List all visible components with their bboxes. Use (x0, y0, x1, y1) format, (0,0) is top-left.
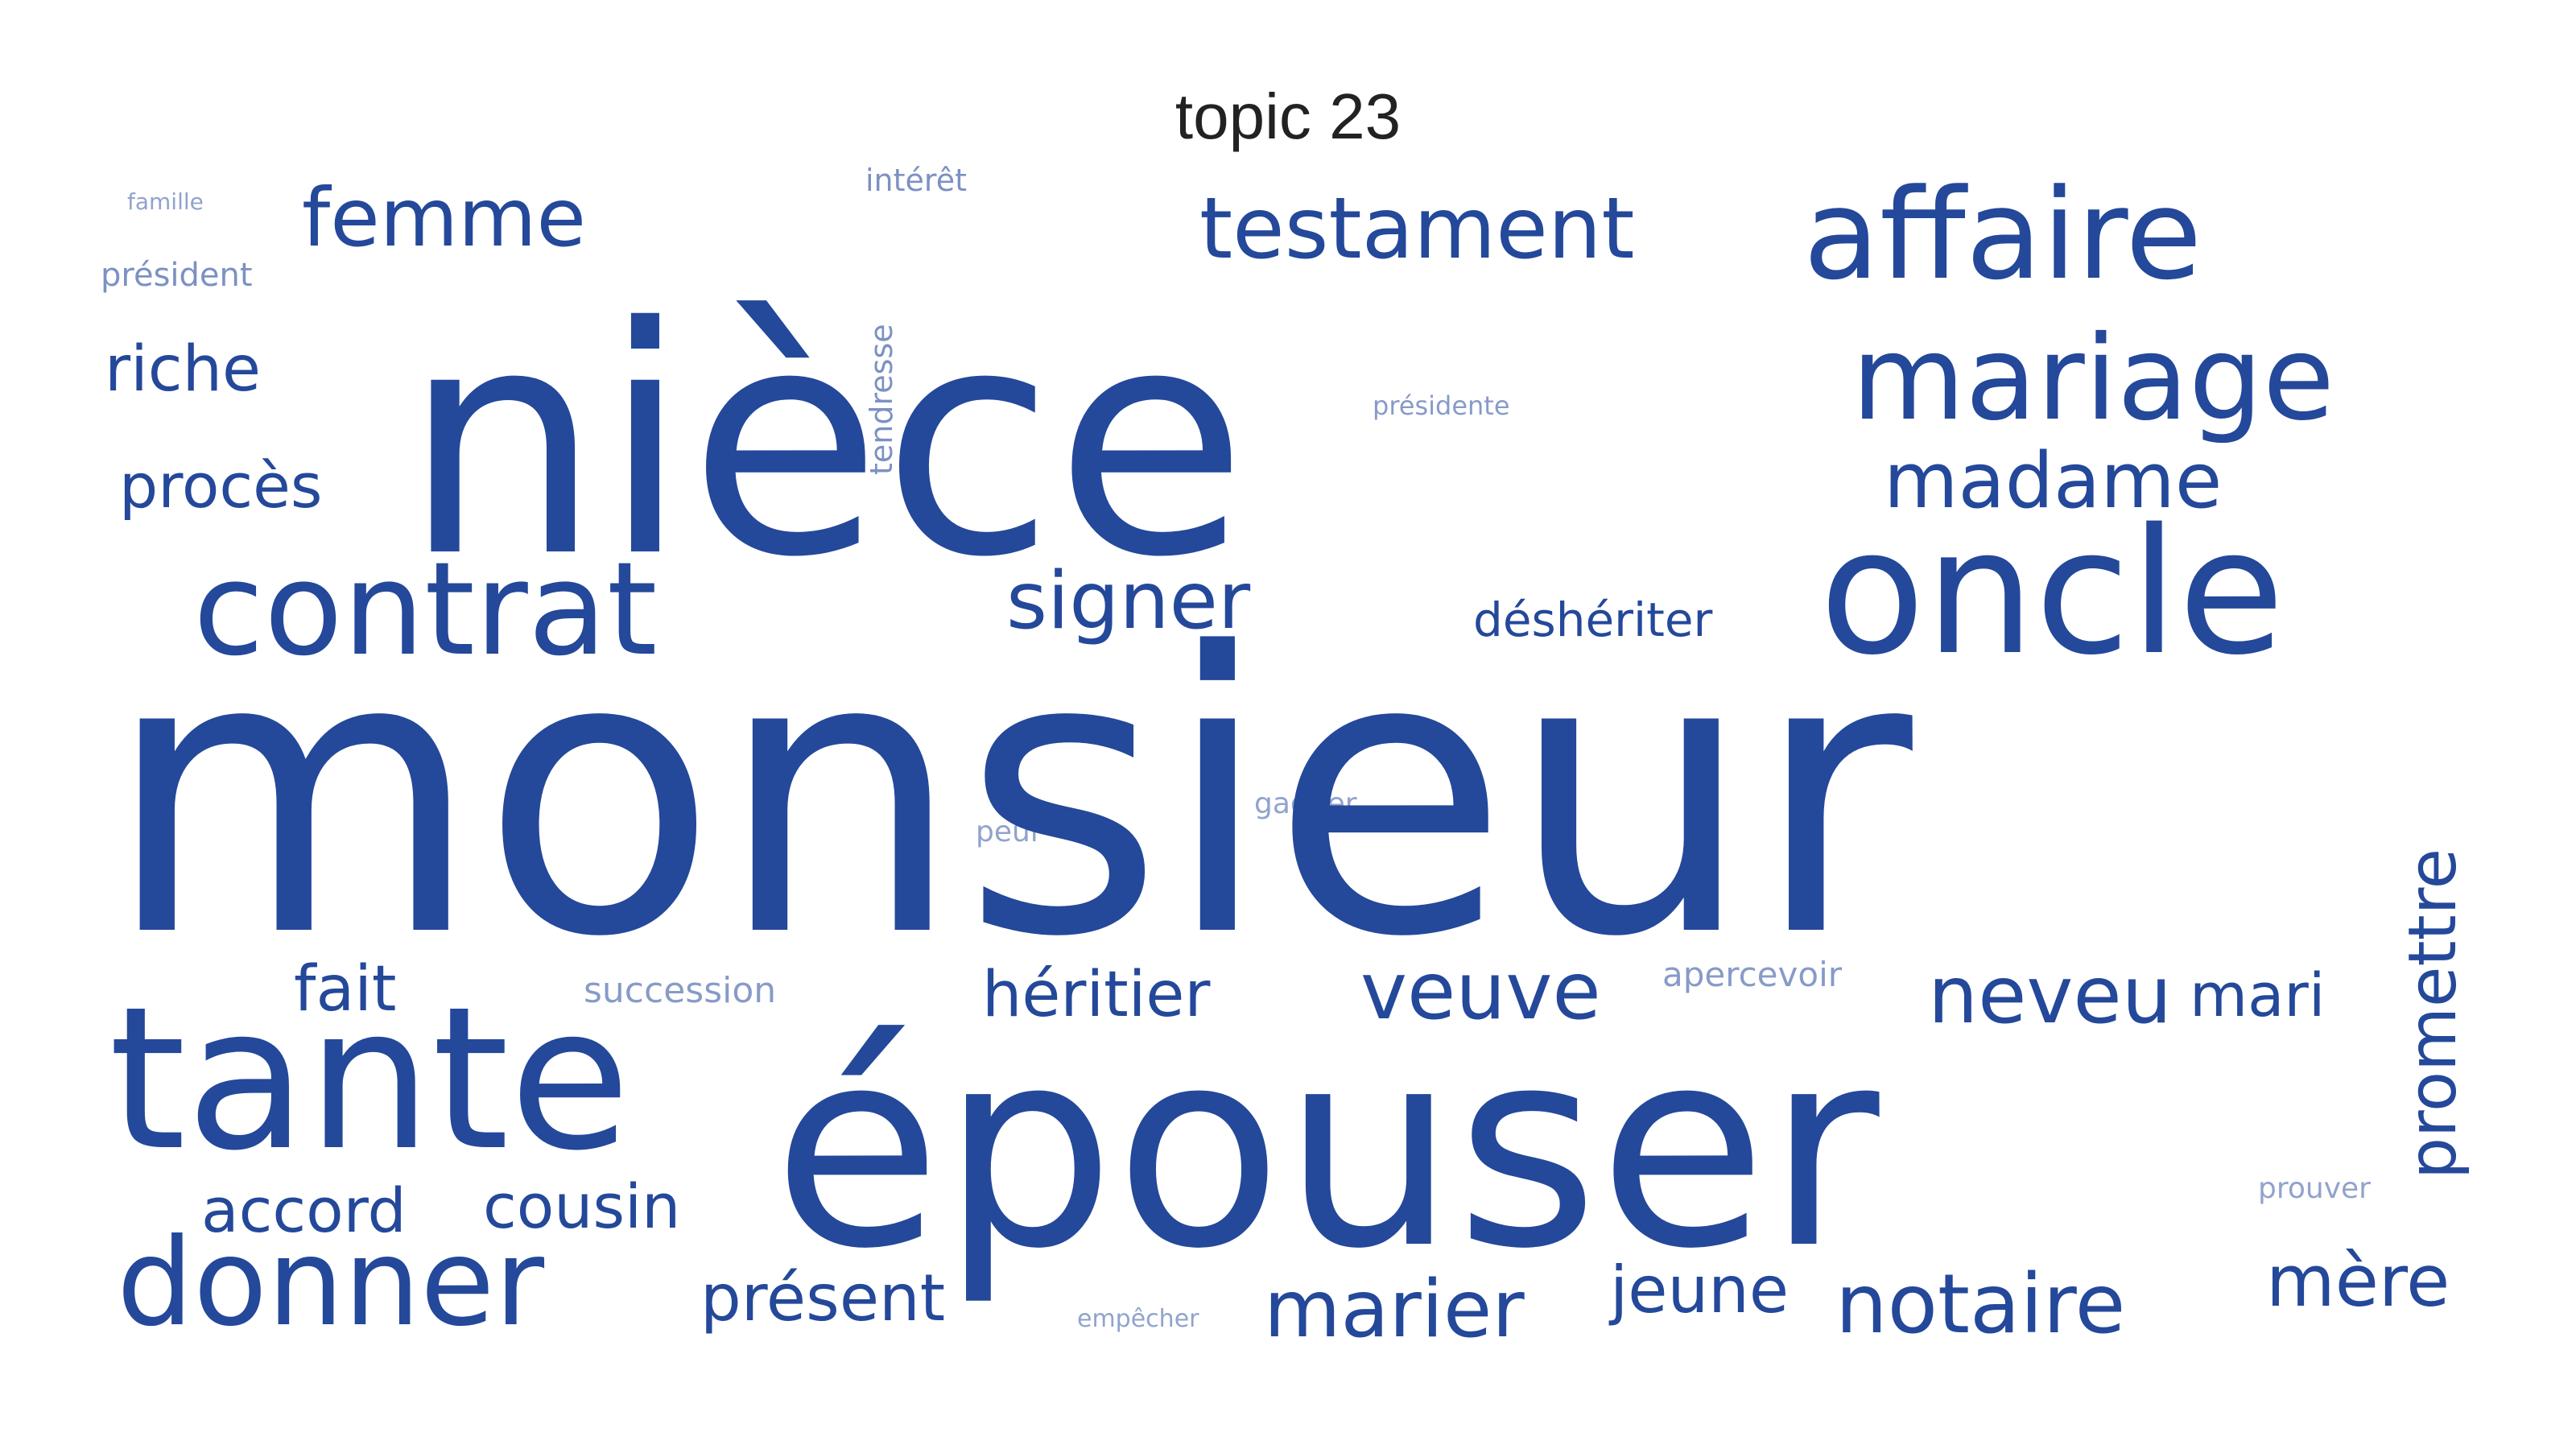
word-famille: famille (127, 188, 204, 215)
word-contrat: contrat (193, 534, 658, 684)
word-signer: signer (1006, 555, 1251, 647)
word-oncle: oncle (1819, 491, 2285, 693)
word-fait: fait (294, 953, 397, 1026)
word-riche: riche (105, 333, 261, 406)
word-present: présent (700, 1261, 945, 1335)
word-peur: peur (976, 815, 1042, 848)
word-testament: testament (1199, 180, 1635, 278)
word-monsieur: monsieur (105, 572, 1917, 1022)
word-madame: madame (1884, 437, 2222, 526)
word-accord: accord (201, 1174, 407, 1246)
word-mere: mère (2266, 1240, 2450, 1323)
word-heritier: héritier (982, 959, 1211, 1031)
word-affaire: affaire (1803, 162, 2202, 308)
word-empecher: empêcher (1077, 1305, 1199, 1333)
word-marier: marier (1264, 1264, 1525, 1356)
word-niece: nièce (402, 260, 1248, 625)
word-promettre: promettre (2395, 848, 2471, 1179)
word-prouver: prouver (2258, 1172, 2371, 1205)
word-desheriter: déshériter (1473, 592, 1713, 647)
word-succession: succession (584, 970, 776, 1011)
word-tendresse: tendresse (864, 324, 899, 475)
word-mariage: mariage (1852, 311, 2334, 447)
word-tante: tante (109, 964, 630, 1194)
word-cousin: cousin (483, 1170, 680, 1242)
word-gagner: gagner (1254, 787, 1357, 820)
word-interet: intérêt (865, 163, 967, 198)
word-proces: procès (119, 450, 322, 522)
word-donner: donner (117, 1213, 544, 1353)
word-mari: mari (2190, 961, 2325, 1030)
chart-title: topic 23 (1174, 80, 1402, 152)
word-president: président (101, 257, 253, 294)
word-jeune: jeune (1608, 1253, 1789, 1327)
word-femme: femme (302, 171, 586, 265)
word-neveu: neveu (1928, 950, 2172, 1042)
word-epouser: épouser (773, 990, 1882, 1309)
word-presidente: présidente (1373, 390, 1510, 421)
word-apercevoir: apercevoir (1662, 955, 1843, 994)
word-notaire: notaire (1835, 1257, 2125, 1352)
word-veuve: veuve (1360, 946, 1601, 1038)
